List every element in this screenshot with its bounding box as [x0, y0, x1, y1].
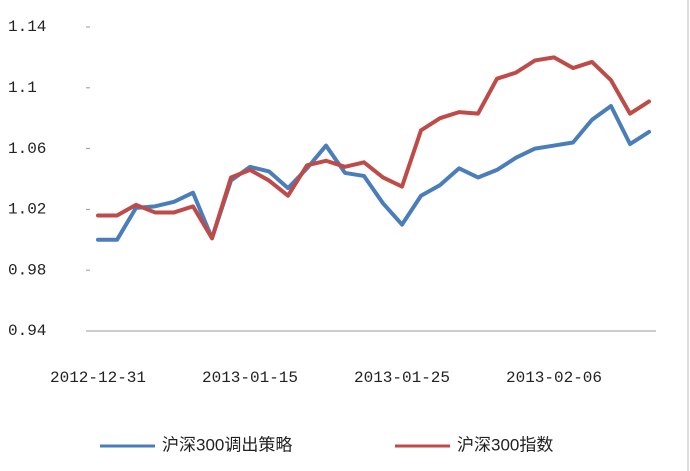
x-tick-label: 2013-02-06 — [506, 369, 602, 387]
legend-label: 沪深300指数 — [457, 435, 553, 454]
y-tick-label: 0.98 — [8, 261, 46, 279]
x-tick-label: 2013-01-25 — [354, 369, 450, 387]
legend-label: 沪深300调出策略 — [162, 435, 292, 454]
x-tick-label: 2013-01-15 — [202, 369, 298, 387]
y-tick-label: 1.1 — [8, 79, 37, 97]
y-tick-label: 1.06 — [8, 140, 46, 158]
series-line — [96, 55, 651, 241]
y-tick-label: 1.02 — [8, 201, 46, 219]
series-line — [96, 104, 651, 242]
y-tick-label: 0.94 — [8, 322, 46, 340]
y-tick-label: 1.14 — [8, 18, 46, 36]
x-tick-label: 2012-12-31 — [50, 369, 146, 387]
